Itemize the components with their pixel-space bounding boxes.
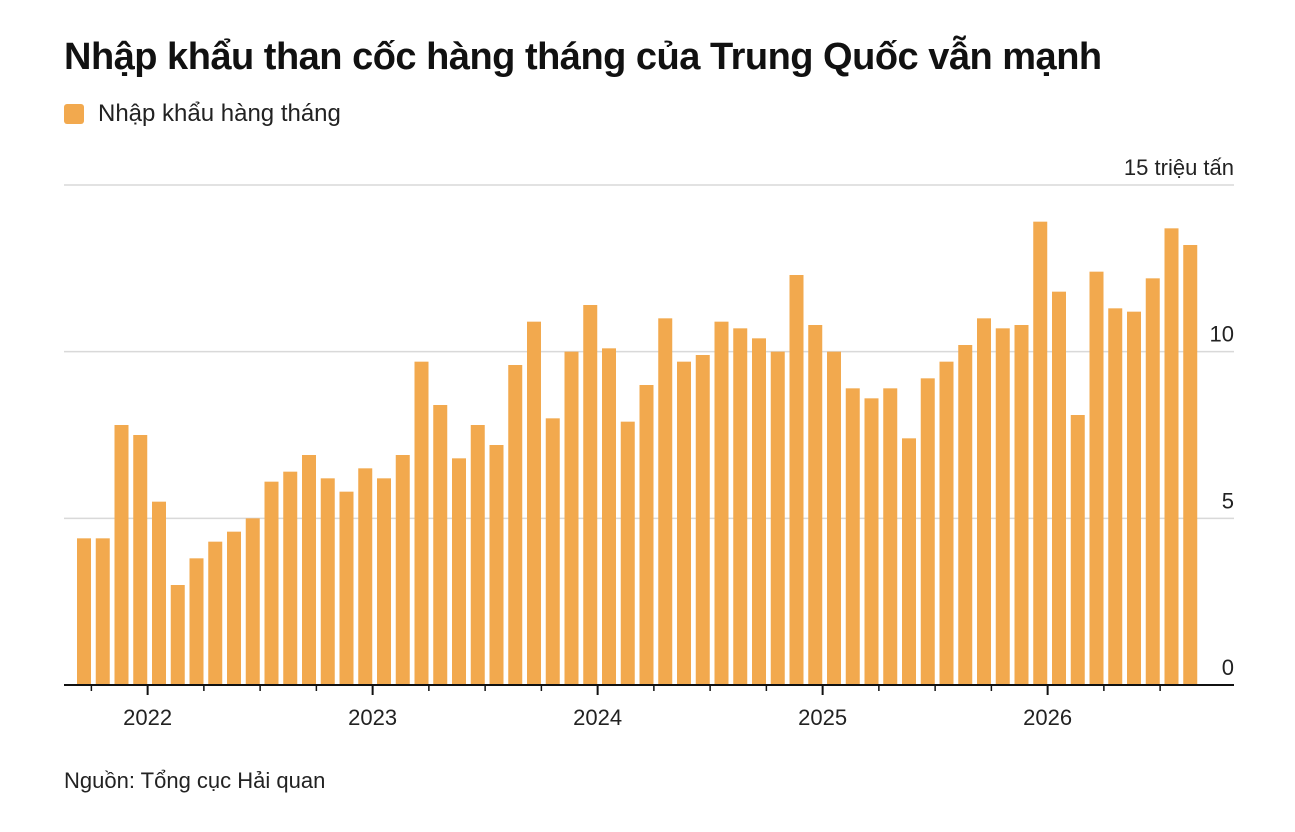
bar xyxy=(545,418,560,685)
y-tick-label: 10 xyxy=(1210,322,1234,347)
bar xyxy=(883,388,898,685)
bar xyxy=(77,538,91,685)
bar xyxy=(770,351,785,685)
bar xyxy=(1164,228,1179,686)
y-axis-labels: 0 5 10 15 triệu tấn xyxy=(1124,155,1234,680)
bar xyxy=(564,351,579,685)
bar xyxy=(470,425,485,685)
bar xyxy=(95,538,110,685)
bar xyxy=(377,478,391,685)
bar xyxy=(845,388,860,685)
bar xyxy=(1127,311,1141,685)
bar xyxy=(170,585,185,685)
bar xyxy=(808,325,823,685)
y-tick-label: 15 triệu tấn xyxy=(1124,155,1234,180)
bar xyxy=(695,355,710,685)
bars xyxy=(77,221,1198,686)
bar xyxy=(114,425,129,685)
bar xyxy=(1070,415,1085,685)
bar xyxy=(414,361,429,685)
y-tick-label: 5 xyxy=(1222,488,1234,513)
bar xyxy=(339,491,354,685)
bar xyxy=(920,378,935,685)
bar xyxy=(789,275,804,685)
bar xyxy=(133,435,148,685)
bar xyxy=(189,558,204,685)
source-note: Nguồn: Tổng cục Hải quan xyxy=(64,768,326,793)
bar xyxy=(902,438,916,685)
bar xyxy=(1052,291,1066,685)
bar xyxy=(508,365,523,685)
x-tick-label: 2026 xyxy=(1023,705,1072,730)
bar xyxy=(395,455,410,685)
bar xyxy=(245,518,260,685)
bar xyxy=(264,481,279,685)
bar xyxy=(864,398,879,685)
bar xyxy=(602,348,616,685)
bar xyxy=(208,541,223,685)
bar xyxy=(977,318,991,685)
bar xyxy=(358,468,373,685)
bar xyxy=(1033,221,1048,685)
bar xyxy=(1183,245,1198,685)
x-axis: 2022 2023 2024 2025 2026 xyxy=(64,684,1234,730)
chart-title: Nhập khẩu than cốc hàng tháng của Trung … xyxy=(64,36,1102,78)
bar xyxy=(752,338,766,685)
bar xyxy=(939,361,954,685)
x-tick-label: 2022 xyxy=(123,705,172,730)
bar xyxy=(827,351,841,685)
bar xyxy=(677,361,691,685)
bar xyxy=(714,321,729,685)
legend: Nhập khẩu hàng tháng xyxy=(64,100,341,128)
bar xyxy=(583,305,598,685)
x-tick-label: 2023 xyxy=(348,705,397,730)
y-tick-label: 0 xyxy=(1222,655,1234,680)
bar xyxy=(527,321,541,685)
x-tick-label: 2025 xyxy=(798,705,847,730)
bar xyxy=(733,328,748,685)
bar xyxy=(1089,271,1104,685)
bar xyxy=(995,328,1010,685)
bar xyxy=(152,501,166,685)
bar xyxy=(658,318,673,685)
bar xyxy=(1108,308,1123,685)
bar xyxy=(433,405,448,685)
bar xyxy=(1014,325,1029,685)
bar xyxy=(283,471,298,685)
bar xyxy=(489,445,504,685)
legend-label: Nhập khẩu hàng tháng xyxy=(98,100,341,127)
legend-swatch xyxy=(64,104,84,124)
bar xyxy=(639,385,654,685)
bar xyxy=(452,458,466,685)
bar xyxy=(958,345,973,685)
x-tick-label: 2024 xyxy=(573,705,622,730)
bar xyxy=(320,478,335,685)
bar xyxy=(227,531,241,685)
bar xyxy=(302,455,316,685)
bar xyxy=(620,421,635,685)
bar xyxy=(1145,278,1160,685)
